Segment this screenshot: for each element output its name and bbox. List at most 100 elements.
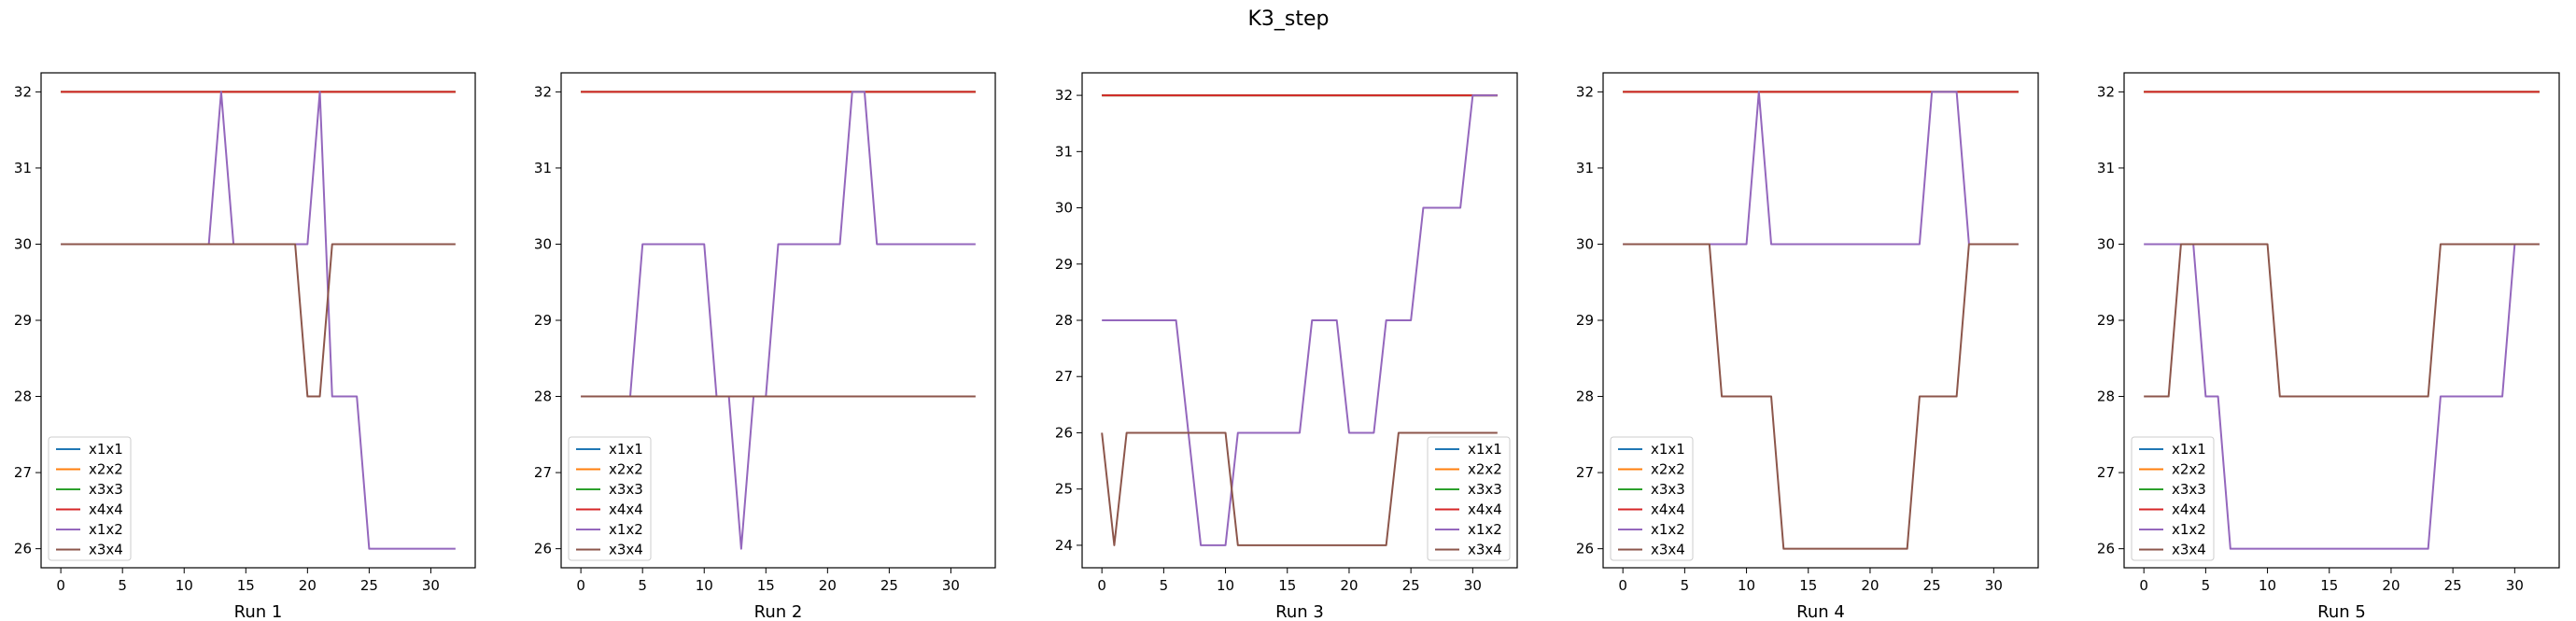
series-line-x1x2 — [2144, 243, 2540, 550]
x-tick-label: 20 — [819, 577, 837, 594]
y-tick-label: 26 — [534, 541, 552, 557]
legend-label-x4x4: x4x4 — [1651, 501, 1685, 518]
y-tick-label: 32 — [534, 83, 552, 100]
legend-label-x4x4: x4x4 — [1468, 501, 1502, 518]
legend-label-x4x4: x4x4 — [89, 501, 123, 518]
legend: x1x1 x2x2 x3x3 x4x4 x1x2 x3x4 — [1427, 436, 1511, 561]
legend-label-x2x2: x2x2 — [1651, 461, 1685, 478]
legend-label-x2x2: x2x2 — [2172, 461, 2206, 478]
x-tick-label: 30 — [2506, 577, 2524, 594]
legend-label-x3x4: x3x4 — [1651, 542, 1685, 558]
legend-label-x1x2: x1x2 — [1651, 521, 1685, 538]
x-tick-label: 10 — [1217, 577, 1234, 594]
y-tick-label: 27 — [2097, 464, 2115, 481]
legend-label-x1x2: x1x2 — [2172, 521, 2206, 538]
legend-label-x3x4: x3x4 — [2172, 542, 2206, 558]
legend-label-x2x2: x2x2 — [89, 461, 123, 478]
x-tick-label: 5 — [2202, 577, 2211, 594]
x-tick-label: 15 — [2320, 577, 2338, 594]
y-tick-label: 30 — [14, 235, 32, 252]
legend-label-x4x4: x4x4 — [609, 501, 643, 518]
x-axis-label: Run 2 — [754, 602, 803, 621]
legend-label-x1x1: x1x1 — [609, 441, 643, 458]
y-tick-label: 29 — [14, 312, 32, 329]
series-line-x3x4 — [1623, 243, 2019, 550]
y-tick-label: 25 — [1055, 481, 1073, 498]
x-tick-label: 10 — [2259, 577, 2276, 594]
y-tick-label: 31 — [2097, 160, 2115, 176]
y-tick-label: 27 — [1055, 368, 1073, 385]
series-line-x1x2 — [1102, 94, 1498, 546]
x-tick-label: 15 — [757, 577, 775, 594]
y-tick-label: 29 — [1576, 312, 1594, 329]
y-tick-label: 27 — [1576, 464, 1594, 481]
x-tick-label: 0 — [1618, 577, 1627, 594]
x-tick-label: 5 — [1681, 577, 1690, 594]
x-axis-label: Run 5 — [2317, 602, 2366, 621]
y-tick-label: 28 — [1576, 388, 1594, 405]
legend-label-x3x3: x3x3 — [89, 481, 123, 498]
y-tick-label: 32 — [1055, 87, 1073, 104]
legend-label-x3x4: x3x4 — [89, 542, 123, 558]
y-tick-label: 31 — [1055, 143, 1073, 160]
x-tick-label: 25 — [360, 577, 378, 594]
legend: x1x1 x2x2 x3x3 x4x4 x1x2 x3x4 — [2131, 436, 2215, 561]
legend-label-x3x3: x3x3 — [1651, 481, 1685, 498]
y-tick-label: 26 — [1576, 541, 1594, 557]
legend-label-x1x1: x1x1 — [1468, 441, 1502, 458]
series-line-x3x4 — [2144, 243, 2540, 398]
x-axis-label: Run 1 — [234, 602, 283, 621]
x-tick-label: 20 — [2382, 577, 2400, 594]
legend-label-x3x3: x3x3 — [1468, 481, 1502, 498]
x-axis-label: Run 3 — [1275, 602, 1324, 621]
legend: x1x1 x2x2 x3x3 x4x4 x1x2 x3x4 — [48, 436, 132, 561]
x-tick-label: 20 — [299, 577, 317, 594]
y-tick-label: 27 — [534, 464, 552, 481]
y-tick-label: 28 — [2097, 388, 2115, 405]
y-tick-label: 24 — [1055, 537, 1073, 554]
y-tick-label: 26 — [14, 541, 32, 557]
y-tick-label: 30 — [534, 235, 552, 252]
x-tick-label: 15 — [237, 577, 255, 594]
x-tick-label: 0 — [2139, 577, 2148, 594]
y-tick-label: 30 — [1055, 200, 1073, 217]
x-tick-label: 15 — [1799, 577, 1817, 594]
y-tick-label: 28 — [14, 388, 32, 405]
y-tick-label: 28 — [1055, 312, 1073, 329]
legend-label-x1x2: x1x2 — [89, 521, 123, 538]
x-tick-label: 25 — [1402, 577, 1420, 594]
x-tick-label: 0 — [56, 577, 65, 594]
y-tick-label: 26 — [1055, 424, 1073, 441]
x-tick-label: 10 — [1738, 577, 1755, 594]
x-tick-label: 0 — [1097, 577, 1106, 594]
x-tick-label: 5 — [1160, 577, 1169, 594]
y-tick-label: 30 — [1576, 235, 1594, 252]
x-tick-label: 20 — [1861, 577, 1879, 594]
figure-title: K3_step — [1247, 7, 1329, 31]
y-tick-label: 26 — [2097, 541, 2115, 557]
x-tick-label: 25 — [2444, 577, 2462, 594]
x-tick-label: 25 — [1923, 577, 1941, 594]
legend: x1x1 x2x2 x3x3 x4x4 x1x2 x3x4 — [1610, 436, 1694, 561]
legend: x1x1 x2x2 x3x3 x4x4 x1x2 x3x4 — [568, 436, 652, 561]
legend-label-x3x4: x3x4 — [1468, 542, 1502, 558]
y-tick-label: 32 — [1576, 83, 1594, 100]
x-tick-label: 25 — [880, 577, 898, 594]
y-tick-label: 31 — [14, 160, 32, 176]
legend-label-x4x4: x4x4 — [2172, 501, 2206, 518]
y-tick-label: 27 — [14, 464, 32, 481]
x-tick-label: 30 — [942, 577, 960, 594]
legend-label-x1x1: x1x1 — [1651, 441, 1685, 458]
y-tick-label: 30 — [2097, 235, 2115, 252]
x-tick-label: 30 — [422, 577, 440, 594]
y-tick-label: 29 — [534, 312, 552, 329]
y-tick-label: 31 — [1576, 160, 1594, 176]
y-tick-label: 29 — [1055, 256, 1073, 273]
y-tick-label: 31 — [534, 160, 552, 176]
x-tick-label: 5 — [638, 577, 647, 594]
